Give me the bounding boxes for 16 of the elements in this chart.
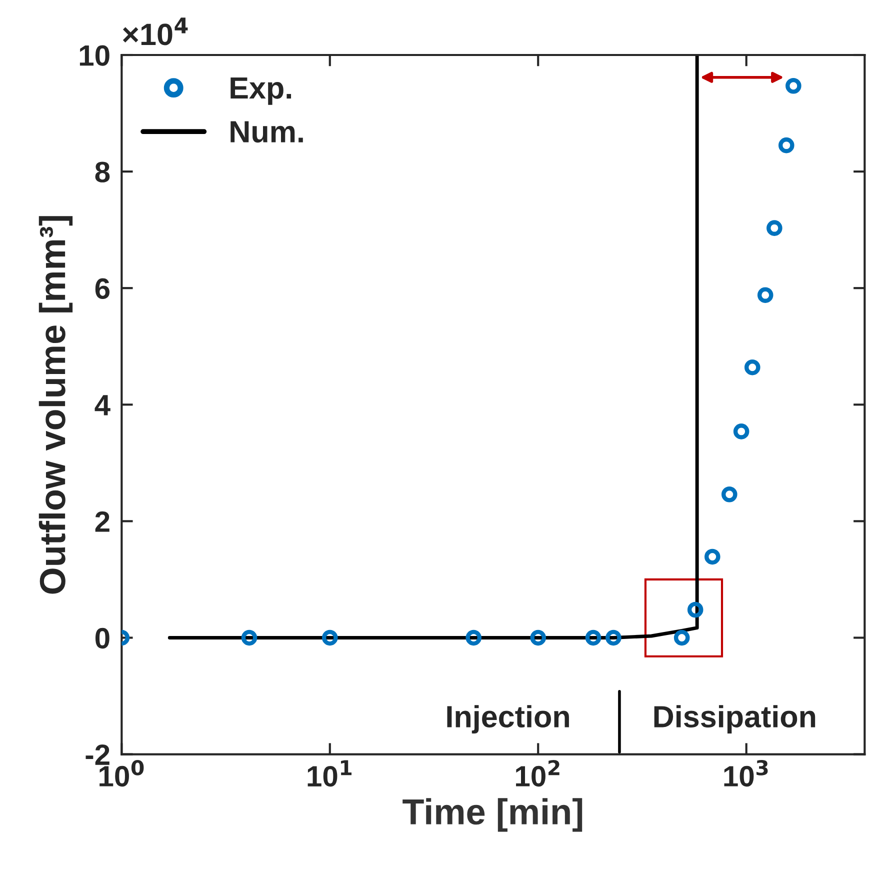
x-axis-title: Time [min] [402, 798, 582, 832]
text: ×10$^{4}$ [122, 18, 188, 46]
y-tick-label: 4 [94, 395, 110, 416]
y-tick-label: 0 [95, 628, 110, 649]
x-tick-label: 10$^{3}$ [724, 760, 768, 787]
y-tick-label: 6 [95, 278, 110, 299]
y-tick-label: 10 [80, 45, 110, 66]
y-tick-label: 2 [95, 511, 110, 532]
y-tick-label: 8 [95, 162, 110, 182]
x-tick-label: 10$^{2}$ [516, 760, 560, 787]
legend-label: Exp. [230, 78, 292, 105]
legend-label: Num. [230, 121, 303, 143]
x-tick-label: 10$^{1}$ [308, 760, 352, 787]
annotation: Dissipation [654, 705, 816, 734]
y-axis-title: Outflow volume [mm³] [38, 216, 73, 594]
annotation: Injection [447, 705, 569, 734]
